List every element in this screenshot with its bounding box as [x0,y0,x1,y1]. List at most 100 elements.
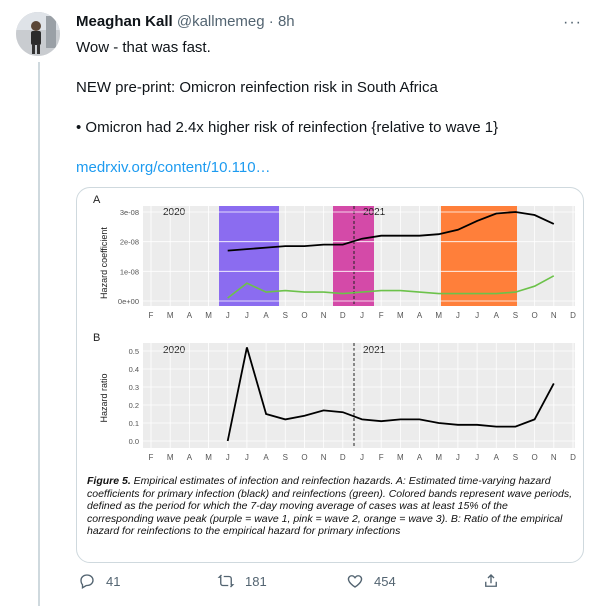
month-tick-label: J [475,311,479,320]
y-tick-label: 0.5 [129,347,139,356]
month-tick-label: A [417,453,423,462]
panel-b-plot-area [143,343,575,448]
retweet-button[interactable]: 181 [217,572,267,590]
reply-button[interactable]: 41 [78,572,120,590]
author-name[interactable]: Meaghan Kall [76,13,173,30]
month-tick-label: N [551,453,557,462]
panel-a-label: A [93,194,101,206]
avatar[interactable] [16,12,60,56]
heart-icon [347,575,363,588]
wave1-band [219,206,279,306]
share-icon [485,574,497,587]
panel-b-grid [150,343,574,448]
month-tick-label: F [379,453,384,462]
panel-a-yticks: 3e-08 2e-08 1e-08 0e+00 [118,208,575,306]
tweet-line: • Omicron had 2.4x higher risk of reinfe… [76,119,499,136]
panel-b-label: B [93,332,100,344]
month-tick-label: S [283,453,288,462]
month-tick-label: J [245,311,249,320]
month-tick-label: M [435,453,442,462]
panel-a-ylabel: Hazard coefficient [99,227,109,299]
retweet-icon [217,574,235,588]
panel-a-year-2021: 2021 [363,207,386,218]
month-tick-label: A [187,453,193,462]
reply-icon [80,574,94,589]
month-tick-label: N [321,311,327,320]
month-tick-label: M [397,311,404,320]
figure-svg: A Hazard coefficient 2020 2021 3e-08 2e-0… [87,194,577,537]
month-tick-label: M [205,311,212,320]
tweet-header: Meaghan Kall @kallmemeg · 8h [76,13,295,30]
month-tick-label: J [245,453,249,462]
y-tick-label: 0.4 [129,365,139,374]
month-tick-label: A [263,453,269,462]
month-tick-label: O [532,311,538,320]
tweet-actions: 41 181 454 [76,572,576,600]
tweet-media-image[interactable]: A Hazard coefficient 2020 2021 3e-08 2e-0… [76,187,584,563]
month-tick-label: M [435,311,442,320]
y-tick-label: 0.1 [129,419,139,428]
month-tick-label: F [149,453,154,462]
y-tick-label: 0.2 [129,401,139,410]
avatar-image [16,12,60,56]
separator: · [268,13,274,30]
month-tick-label: M [167,311,174,320]
y-tick-label: 2e-08 [120,238,139,247]
y-tick-label: 3e-08 [120,208,139,217]
timestamp[interactable]: 8h [277,13,295,30]
month-tick-label: O [301,311,307,320]
month-tick-label: D [570,311,576,320]
hazard-ratio-line [226,347,555,442]
month-tick-label: D [340,453,346,462]
month-tick-label: M [397,453,404,462]
wave3-band [441,206,517,306]
more-options-icon[interactable]: ··· [563,14,582,31]
like-button[interactable]: 454 [346,572,396,590]
month-tick-label: N [551,311,557,320]
month-tick-label: J [226,311,230,320]
tweet-body: Wow - that was fast. NEW pre-print: Omic… [76,38,576,178]
tweet-link[interactable]: medrxiv.org/content/10.110… [76,159,271,176]
month-tick-label: D [570,453,576,462]
month-tick-label: N [321,453,327,462]
month-tick-label: A [187,311,193,320]
author-handle[interactable]: @kallmemeg [176,13,265,30]
like-count: 454 [374,573,396,589]
month-tick-label: A [263,311,269,320]
tweet-line: Wow - that was fast. [76,39,211,56]
month-tick-label: S [513,453,518,462]
month-tick-label: A [417,311,423,320]
panel-b-yticks: 0.5 0.4 0.3 0.2 0.1 0.0 [129,347,575,446]
month-tick-label: D [340,311,346,320]
month-tick-label: M [167,453,174,462]
month-tick-label: O [301,453,307,462]
month-tick-label: S [513,311,518,320]
month-tick-label: F [379,311,384,320]
panel-b-ylabel: Hazard ratio [99,373,109,422]
panel-a-year-2020: 2020 [163,207,186,218]
month-tick-label: M [205,453,212,462]
y-tick-label: 0.3 [129,383,139,392]
month-tick-label: J [226,453,230,462]
thread-line [38,62,40,606]
month-tick-label: J [456,453,460,462]
figure-caption-box: Figure 5. Empirical estimates of infecti… [87,475,572,537]
month-tick-label: A [494,311,500,320]
y-tick-label: 0.0 [129,437,139,446]
tweet-line: NEW pre-print: Omicron reinfection risk … [76,79,438,96]
share-button[interactable] [482,572,500,590]
month-tick-label: J [456,311,460,320]
month-tick-label: S [283,311,288,320]
primary-infection-line [227,211,555,252]
month-tick-label: A [494,453,500,462]
month-tick-label: O [532,453,538,462]
y-tick-label: 1e-08 [120,267,139,276]
month-tick-label: J [475,453,479,462]
panel-b-year-2021: 2021 [363,345,386,356]
caption-text: Empirical estimates of infection and rei… [87,475,572,537]
month-tick-label: J [360,311,364,320]
reinfection-line [227,275,555,299]
month-tick-label: F [149,311,154,320]
